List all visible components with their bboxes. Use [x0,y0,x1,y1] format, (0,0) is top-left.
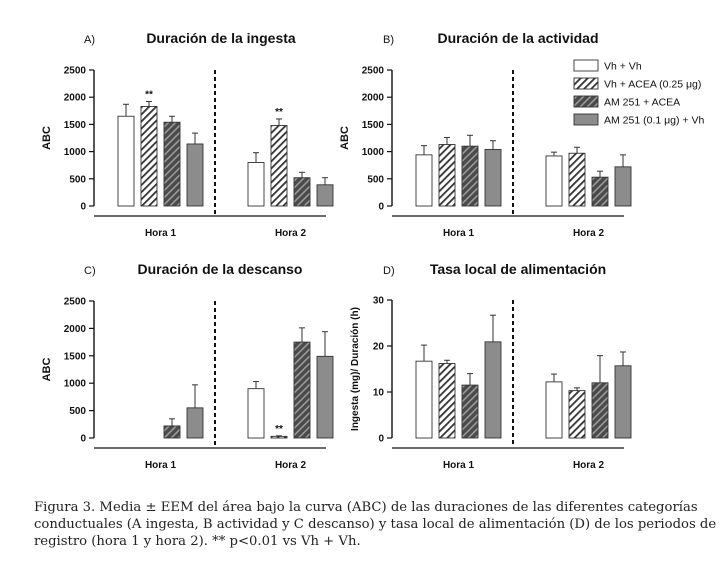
legend: Vh + Vh Vh + ACEA (0.25 μg) AM 251 + ACEA A… [573,59,704,127]
x-category-label: Hora 1 [443,228,475,239]
x-category-label: Hora 1 [145,460,177,471]
chart-svg: A) Duración de la ingesta0500100015002000… [41,30,704,471]
significance-marker: ** [145,90,153,101]
panel-c: C) Duración de la descanso 0 500 1000 1500 200… [41,261,334,471]
bar [117,115,135,207]
legend-label: Vh + ACEA (0.25 μg) [604,79,701,91]
bar [415,360,433,439]
y-tick-label: 20 [373,342,385,353]
bar [568,390,586,439]
y-tick-label: 0 [378,434,384,445]
y-tick-label: 0 [80,202,86,213]
bar [614,166,632,207]
y-tick-label: 30 [373,296,385,307]
y-tick-label: 2000 [362,93,385,104]
x-category-label: Hora 2 [275,460,307,471]
bar [140,105,158,207]
legend-label: AM 251 (0.1 μg) + Vh [604,115,704,127]
panel-label: B) [383,34,394,46]
chart-title: Duración de la ingesta [146,30,296,46]
bar [316,355,334,439]
panel-label: D) [383,265,395,277]
bar [186,407,204,439]
y-tick-label: 2500 [64,66,87,77]
bar [461,145,479,207]
legend-swatch [573,77,599,90]
bar [293,177,311,207]
bar [568,152,586,207]
bar [270,125,288,207]
legend-swatch [573,59,599,72]
chart-title: Tasa local de alimentación [430,261,606,277]
legend-label: Vh + Vh [604,61,642,73]
y-axis-label: ABC [41,126,53,150]
y-tick-label: 500 [69,406,86,417]
bar [591,176,609,207]
x-category-label: Hora 1 [443,460,475,471]
y-tick-label: 2500 [362,66,385,77]
bar [438,363,456,439]
bar [270,435,288,439]
y-axis-label: ABC [41,358,53,382]
panel-d: D) Tasa local de alimentación 0 10 20 30 Inges… [350,261,632,471]
y-tick-label: 500 [69,174,86,185]
x-category-label: Hora 2 [573,460,605,471]
bar [484,341,502,439]
chart-title: Duración de la descanso [138,261,303,277]
y-axis-label: Ingesta (mg)/ Duración (h) [350,307,361,431]
legend-swatch [573,113,599,126]
bar [591,382,609,439]
figure-caption: Figura 3. Media ± EEM del área bajo la c… [34,500,717,549]
x-category-label: Hora 2 [275,228,307,239]
bar [614,365,632,439]
y-tick-label: 0 [80,434,86,445]
x-category-label: Hora 2 [573,228,605,239]
y-tick-label: 1500 [64,120,87,131]
y-tick-label: 2000 [64,93,87,104]
panel-a: A) Duración de la ingesta 0 500 1000 1500 2000… [41,30,334,239]
y-axis-label: ABC [339,126,351,150]
bar [438,144,456,207]
y-tick-label: 0 [378,202,384,213]
panel-label: A) [84,34,95,46]
panel-label: C) [84,265,96,277]
y-tick-label: 2500 [64,297,87,308]
y-tick-label: 10 [373,388,385,399]
bar [163,425,181,439]
y-tick-label: 1000 [64,379,87,390]
bar [545,155,563,207]
bar [247,388,265,439]
y-tick-label: 1000 [362,147,385,158]
bar [247,162,265,207]
y-tick-label: 1500 [362,120,385,131]
y-tick-label: 1000 [64,147,87,158]
significance-marker: ** [275,107,283,118]
y-tick-label: 2000 [64,324,87,335]
significance-marker: ** [275,424,283,435]
bar [186,143,204,207]
panel-b: B) Duración de la actividad 0 500 1000 1500 20… [339,30,632,239]
x-category-label: Hora 1 [145,228,177,239]
bar [461,384,479,439]
bar [545,381,563,439]
bar [163,121,181,207]
chart-title: Duración de la actividad [437,30,598,46]
bar [415,154,433,207]
bar [484,148,502,207]
y-tick-label: 500 [367,174,384,185]
legend-label: AM 251 + ACEA [604,97,680,109]
y-tick-label: 1500 [64,351,87,362]
legend-swatch [573,95,599,108]
figure: A) Duración de la ingesta 0 500 1000 1500 2000… [41,30,704,471]
bar [293,341,311,439]
bar [316,184,334,207]
